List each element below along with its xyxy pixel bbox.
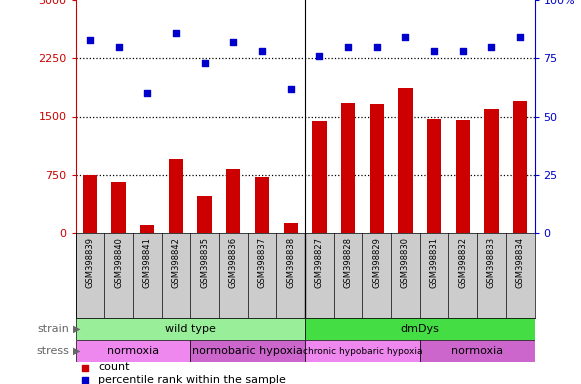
Text: GSM398836: GSM398836: [229, 237, 238, 288]
Text: ▶: ▶: [73, 346, 80, 356]
Point: [458, 48, 468, 54]
Bar: [255, 177, 269, 233]
Text: normobaric hypoxia: normobaric hypoxia: [192, 346, 303, 356]
Bar: [83, 175, 97, 233]
Point: [114, 43, 123, 50]
Text: GSM398829: GSM398829: [372, 237, 381, 288]
Bar: [427, 119, 442, 233]
Text: GSM398828: GSM398828: [343, 237, 353, 288]
Text: GSM398834: GSM398834: [516, 237, 525, 288]
Bar: [76, 340, 191, 362]
Bar: [398, 88, 413, 233]
Text: GSM398837: GSM398837: [257, 237, 267, 288]
Point: [315, 53, 324, 59]
Bar: [140, 225, 155, 233]
Text: normoxia: normoxia: [451, 346, 503, 356]
Text: ▶: ▶: [73, 324, 80, 334]
Text: count: count: [99, 362, 130, 372]
Text: GSM398835: GSM398835: [200, 237, 209, 288]
Text: GSM398831: GSM398831: [429, 237, 439, 288]
Point: [142, 90, 152, 96]
Point: [372, 43, 381, 50]
Bar: [168, 159, 183, 233]
Text: GSM398830: GSM398830: [401, 237, 410, 288]
Text: GSM398827: GSM398827: [315, 237, 324, 288]
Bar: [513, 101, 528, 233]
Text: GSM398838: GSM398838: [286, 237, 295, 288]
Point: [343, 43, 353, 50]
Bar: [284, 223, 298, 233]
Bar: [370, 104, 384, 233]
Bar: [420, 340, 535, 362]
Point: [429, 48, 439, 54]
Point: [487, 43, 496, 50]
Text: GSM398842: GSM398842: [171, 237, 181, 288]
Bar: [341, 103, 355, 233]
Point: [80, 377, 89, 383]
Point: [171, 30, 181, 36]
Text: dmDys: dmDys: [400, 324, 439, 334]
Text: strain: strain: [38, 324, 70, 334]
Bar: [312, 121, 327, 233]
Bar: [226, 169, 241, 233]
Bar: [456, 119, 470, 233]
Text: GSM398833: GSM398833: [487, 237, 496, 288]
Text: GSM398840: GSM398840: [114, 237, 123, 288]
Point: [257, 48, 267, 54]
Bar: [305, 318, 535, 340]
Point: [80, 364, 89, 371]
Text: stress: stress: [37, 346, 70, 356]
Bar: [305, 340, 419, 362]
Bar: [191, 340, 305, 362]
Point: [229, 39, 238, 45]
Text: normoxia: normoxia: [107, 346, 159, 356]
Point: [85, 36, 95, 43]
Text: GSM398841: GSM398841: [143, 237, 152, 288]
Text: GSM398839: GSM398839: [85, 237, 94, 288]
Point: [286, 86, 295, 92]
Bar: [198, 197, 212, 233]
Text: wild type: wild type: [165, 324, 216, 334]
Point: [515, 34, 525, 40]
Point: [200, 60, 209, 66]
Bar: [485, 109, 498, 233]
Bar: [112, 182, 125, 233]
Text: GSM398832: GSM398832: [458, 237, 467, 288]
Text: percentile rank within the sample: percentile rank within the sample: [99, 375, 286, 384]
Point: [401, 34, 410, 40]
Text: chronic hypobaric hypoxia: chronic hypobaric hypoxia: [303, 346, 422, 356]
Bar: [76, 318, 305, 340]
